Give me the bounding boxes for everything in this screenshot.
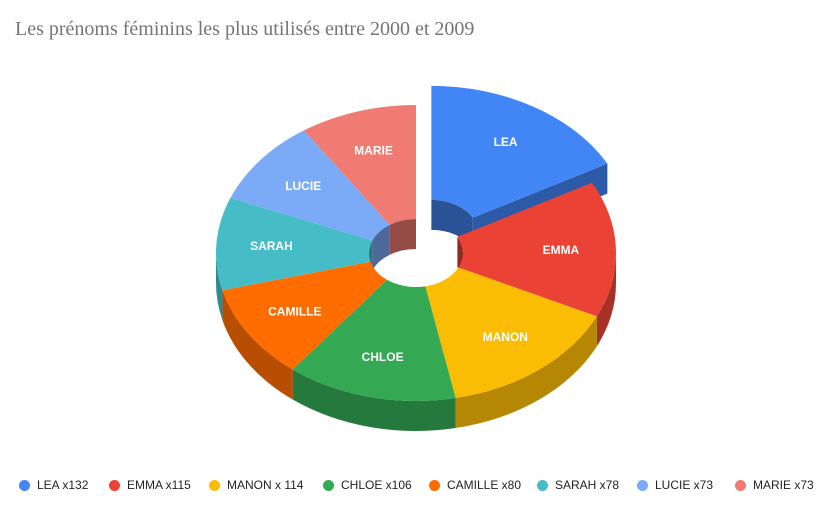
legend-item-sarah[interactable]: SARAH x78 [537,478,619,492]
legend-label-marie: MARIE x73 [753,478,814,492]
legend-dot-lea [19,479,30,491]
legend-dot-sarah [537,479,548,491]
slice-lea [431,85,608,218]
slice-inner-wall-marie [389,219,416,255]
legend-label-chloe: CHLOE x106 [341,478,412,492]
slice-lucie [230,130,390,241]
slice-label-chloe: CHLOE [362,350,404,364]
legend-dot-marie [735,479,746,491]
legend-label-manon: MANON x 114 [227,478,304,492]
legend-dot-camille [429,479,440,491]
donut-chart: LEA EMMA MANON CHLOE CAMILLE SARAH LUCIE MARIE [216,85,616,432]
chart-title: Les prénoms féminins les plus utilisés e… [15,18,475,40]
slice-sarah [216,197,373,291]
legend-item-chloe[interactable]: CHLOE x106 [323,478,412,492]
slice-label-sarah: SARAH [250,239,293,253]
slice-label-manon: MANON [483,330,528,344]
legend-item-marie[interactable]: MARIE x73 [735,478,814,492]
slice-side-manon [455,316,597,429]
legend-item-camille[interactable]: CAMILLE x80 [429,478,521,492]
legend-dot-emma [109,479,120,491]
slice-side-camille [222,290,293,400]
slice-emma [457,182,616,317]
slice-labels: LEA EMMA MANON CHLOE CAMILLE SARAH LUCIE MARIE [250,135,579,364]
slice-label-lucie: LUCIE [285,179,321,193]
slice-tops [216,85,616,402]
slice-label-marie: MARIE [354,144,393,158]
slice-chloe [292,279,456,402]
legend-dot-chloe [323,479,334,491]
legend-item-emma[interactable]: EMMA x115 [109,478,191,492]
legend-item-lucie[interactable]: LUCIE x73 [637,478,713,492]
legend-item-lea[interactable]: LEA x132 [19,478,88,492]
legend-label-lucie: LUCIE x73 [655,478,714,492]
slice-label-camille: CAMILLE [268,305,321,319]
legend-label-emma: EMMA x115 [127,478,191,492]
slice-manon [425,267,597,399]
slice-marie [303,105,416,225]
legend-dot-lucie [637,479,648,491]
chart-legend: LEA x132 EMMA x115 MANON x 114 CHLOE x106 CA… [0,478,820,500]
slice-label-lea: LEA [494,135,518,149]
legend-item-manon[interactable]: MANON x 114 [209,478,303,492]
slice-side-chloe [292,369,456,432]
slice-label-emma: EMMA [543,243,580,257]
legend-label-camille: CAMILLE x80 [447,478,522,492]
slice-camille [222,261,388,370]
slice-side-emma [596,253,616,347]
legend-label-lea: LEA x132 [37,478,89,492]
slice-inner-wall-lucie [372,224,390,271]
legend-label-sarah: SARAH x78 [555,478,620,492]
legend-dot-manon [209,479,220,491]
slice-side-sarah [216,253,223,321]
